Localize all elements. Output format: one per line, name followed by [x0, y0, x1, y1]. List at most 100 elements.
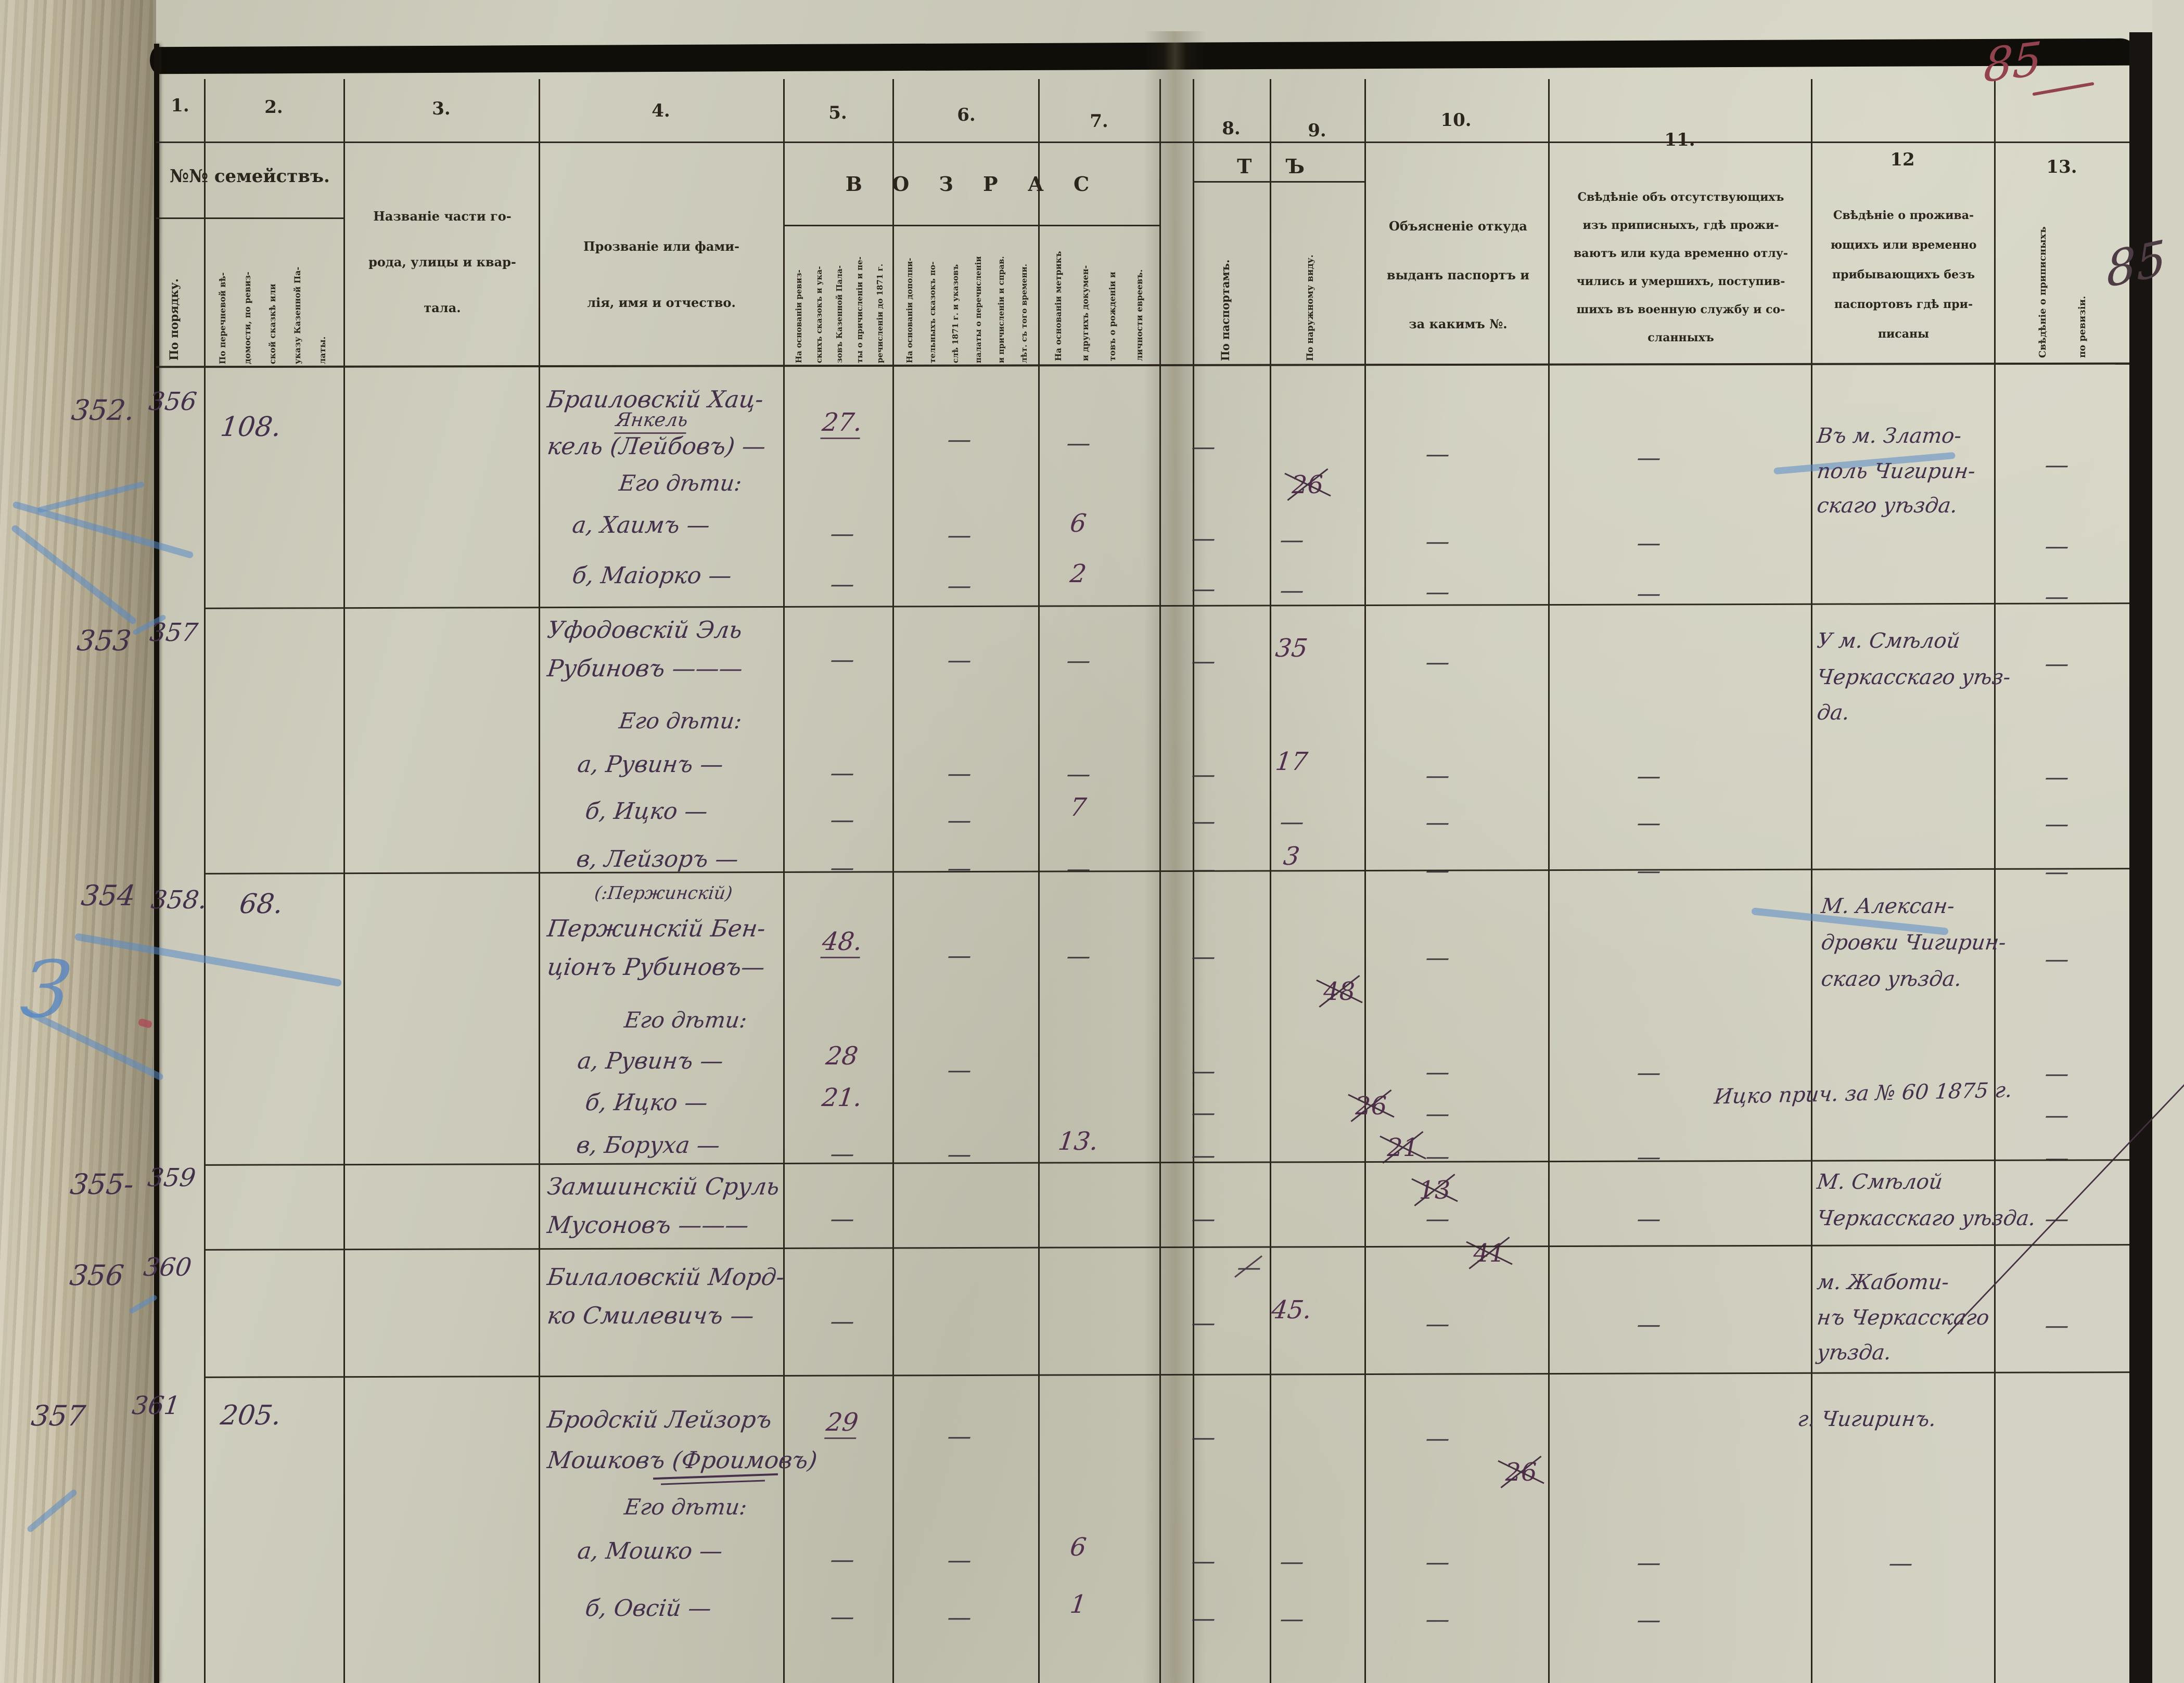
header-col2: По перечневой вѣ- домости, по ревиз- ско…: [218, 266, 327, 364]
age-cell: 7: [1068, 793, 1088, 822]
entry-order-number: 357: [29, 1399, 87, 1432]
name-underline: [661, 1480, 765, 1485]
family-name-line: Замшинскій Сруль: [545, 1173, 781, 1200]
column-rule: [1270, 79, 1271, 1683]
dash-cell: —: [1278, 576, 1305, 604]
age-cell: 28: [824, 1042, 860, 1071]
children-label: Его дѣти:: [618, 470, 744, 496]
dash-cell: —: [946, 1546, 973, 1574]
column-rule: [783, 79, 785, 1683]
age-band-rule-left: [783, 225, 1159, 226]
family-name-line: кель (Лейбовъ) —: [545, 432, 768, 460]
member-label: б, Маіорко —: [570, 562, 733, 589]
dash-cell: —: [1190, 1141, 1217, 1169]
dash-cell: —: [1424, 761, 1451, 789]
col-number-9: 9.: [1308, 120, 1326, 141]
dash-cell: —: [1190, 1308, 1217, 1337]
age-cell: 1: [1068, 1590, 1088, 1619]
families-band-title: №№ семействъ.: [170, 166, 330, 187]
entry-skazka-number: 68.: [237, 889, 285, 920]
header-col8: По паспортамъ.: [1219, 259, 1232, 361]
dash-cell: —: [1424, 1142, 1451, 1170]
dash-cell: —: [946, 1056, 973, 1084]
folio-number-red: 85: [1982, 31, 2043, 93]
age-cell: 2: [1068, 559, 1088, 588]
place-note-line: г. Чигиринъ.: [1796, 1407, 1938, 1431]
header-col13: Свѣдѣніе о приписныхъ по ревизіи.: [2037, 226, 2088, 358]
entry-order-number: 356: [68, 1259, 126, 1292]
age-band-rule-right: [1193, 181, 1364, 183]
dash-cell: —: [1424, 1099, 1451, 1127]
dash-cell: —: [1190, 1423, 1217, 1451]
name-underline: [653, 1473, 778, 1480]
dash-cell: —: [828, 1307, 855, 1335]
dash-cell: —: [1424, 1204, 1451, 1232]
dash-cell: —: [1190, 1604, 1217, 1632]
family-name-line: Пержинскій Бен-: [545, 915, 768, 942]
dash-cell: —: [1190, 807, 1217, 835]
col-number-7: 7.: [1090, 111, 1108, 132]
families-band-rule: [156, 217, 344, 219]
member-label: а, Рувинъ —: [576, 751, 725, 778]
dash-cell: —: [1190, 524, 1217, 552]
entry-skazka-number: 108.: [219, 412, 283, 443]
dash-cell: —: [1278, 1547, 1305, 1575]
dash-cell: —: [828, 645, 855, 673]
place-note-line: нъ Черкасскаго: [1816, 1306, 1991, 1330]
age-cell: 26: [1292, 470, 1324, 499]
dash-cell: —: [2043, 1144, 2070, 1172]
family-name-line: Мусоновъ ———: [545, 1211, 750, 1239]
dash-cell: —: [2043, 810, 2070, 838]
dash-cell: —: [1635, 1058, 1662, 1086]
book-fold-shadow: [1144, 31, 1206, 1683]
place-note-line: М. Алексан-: [1820, 894, 1956, 918]
dash-cell: —: [1065, 854, 1092, 882]
dash-cell: —: [2043, 1204, 2070, 1232]
header-col4: Прозваніе или фами- лія, имя и отчество.: [583, 239, 739, 310]
dash-cell: —: [946, 1422, 973, 1450]
dash-cell: —: [1190, 647, 1217, 675]
dash-cell: —: [1635, 762, 1662, 790]
dash-cell: —: [1424, 943, 1451, 971]
dash-cell: —: [1424, 577, 1451, 606]
column-rule: [892, 79, 894, 1683]
member-label: б, Овсій —: [583, 1595, 713, 1622]
dash-cell: —: [828, 853, 855, 881]
family-name-line: Бродскій Лейзоръ: [545, 1406, 774, 1433]
header-col11: Свѣдѣніе объ отсутствующихъ изъ приписны…: [1574, 190, 1788, 344]
family-name-line: ціонъ Рубиновъ—: [545, 953, 767, 981]
dash-cell: —: [1190, 760, 1217, 788]
dash-cell: —: [828, 805, 855, 833]
entry-list-number: 358.: [149, 885, 209, 915]
column-rule: [204, 79, 206, 1683]
column-rule: [1364, 79, 1366, 1683]
dash-cell: —: [1278, 525, 1305, 554]
family-surname-note: (:Пержинскій): [593, 883, 734, 904]
place-note-line: уѣзда.: [1816, 1341, 1893, 1365]
place-note-line: Черкасскаго уѣз-: [1816, 665, 2012, 689]
member-label: а, Мошко —: [576, 1538, 724, 1564]
member-label: б, Ицко —: [583, 1089, 709, 1116]
dash-cell: —: [1278, 1604, 1305, 1633]
registration-note-1875: Ицко прич. за № 60 1875 г.: [1713, 1078, 2013, 1109]
col-number-5: 5.: [828, 102, 847, 123]
dash-cell: —: [2043, 1059, 2070, 1087]
dash-cell: —: [1190, 1057, 1217, 1085]
entry-order-number: 353: [75, 624, 133, 657]
dash-cell: —: [946, 806, 973, 834]
dash-cell: —: [946, 425, 973, 453]
entry-list-number: 361: [130, 1391, 182, 1420]
dash-cell: —: [1237, 1253, 1260, 1281]
place-note-line: скаго уѣзда.: [1816, 494, 1959, 518]
col-number-12: 12: [1890, 149, 1915, 170]
dash-cell: —: [1190, 1098, 1217, 1126]
age-cell: 27.: [820, 408, 864, 439]
column-rule: [539, 79, 540, 1683]
dash-cell: —: [1424, 527, 1451, 555]
dash-cell: —: [1424, 440, 1451, 468]
age-cell: 6: [1068, 509, 1088, 538]
member-label: б, Ицко —: [583, 798, 709, 825]
age-cell: 6: [1068, 1533, 1088, 1562]
col-number-4: 4.: [652, 100, 670, 121]
